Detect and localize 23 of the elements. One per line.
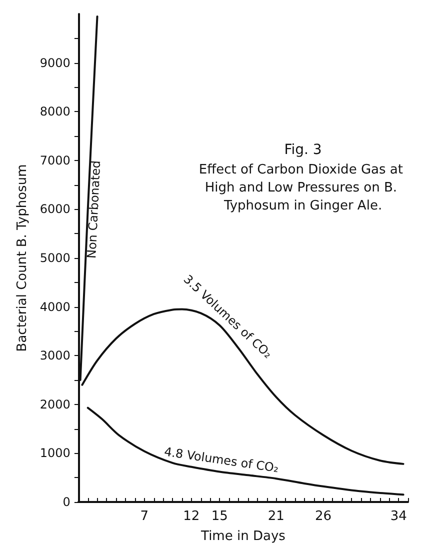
y-tick-label: 9000 bbox=[40, 56, 70, 70]
text: Fig. 3 bbox=[284, 142, 322, 158]
x-tick-label: 21 bbox=[268, 509, 284, 524]
line-series bbox=[86, 406, 404, 496]
y-tick-label: 3000 bbox=[40, 348, 70, 363]
y-axis-title: Bacterial Count B. Typhosum bbox=[15, 164, 30, 352]
text: 4.8 Volumes of CO₂ bbox=[163, 444, 280, 476]
y-tick-label: 1000 bbox=[40, 446, 70, 460]
y-tick-label: 6000 bbox=[40, 202, 70, 216]
x-tick-label: 12 bbox=[183, 509, 200, 524]
y-tick-label: 4000 bbox=[40, 300, 70, 314]
text: Non Carbonated bbox=[84, 160, 104, 259]
x-tick-label: 15 bbox=[211, 509, 228, 524]
y-tick-label: 7000 bbox=[40, 153, 70, 168]
x-tick-label: 26 bbox=[314, 509, 332, 524]
x-axis-title: Time in Days bbox=[200, 529, 286, 544]
y-tick-label: 2000 bbox=[40, 397, 70, 412]
y-tick-label: 8000 bbox=[40, 104, 70, 119]
text: Effect of Carbon Dioxide Gas at High and Low Pressures on B. Typhosum in Ginger Ale. bbox=[198, 162, 408, 214]
x-tick-label: 34 bbox=[390, 509, 407, 524]
y-tick-label: 0 bbox=[62, 495, 70, 509]
x-tick-label: 7 bbox=[140, 509, 148, 524]
y-tick-label: 5000 bbox=[40, 251, 70, 265]
